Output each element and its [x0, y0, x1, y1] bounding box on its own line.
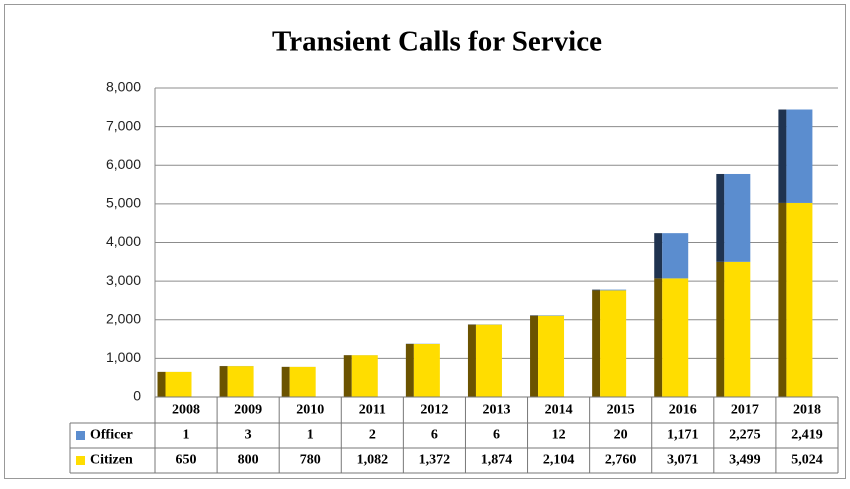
y-tick-label: 1,000 [106, 349, 141, 365]
bar [227, 366, 254, 397]
table-value: 2,275 [729, 428, 761, 443]
x-tick-label: 2013 [483, 403, 511, 418]
bar-side [467, 324, 476, 397]
x-tick-label: 2010 [296, 403, 324, 418]
table-value: 2,760 [605, 453, 637, 468]
bar-side [654, 233, 663, 279]
table-value: 20 [614, 428, 628, 443]
bar [289, 366, 316, 397]
table-value: 800 [238, 453, 259, 468]
table-value: 780 [300, 453, 321, 468]
x-tick-label: 2008 [172, 403, 200, 418]
legend-label: Citizen [90, 453, 133, 468]
bar-side [281, 366, 290, 397]
bar-side [592, 289, 601, 291]
y-tick-label: 8,000 [106, 79, 141, 95]
bar [600, 289, 627, 291]
table-value: 3,499 [729, 453, 761, 468]
bar-side [654, 278, 663, 397]
x-tick-label: 2014 [545, 403, 573, 418]
bar [662, 278, 689, 397]
y-tick-label: 3,000 [106, 272, 141, 288]
y-tick-label: 6,000 [106, 156, 141, 172]
bar [786, 202, 813, 397]
x-tick-label: 2012 [420, 403, 448, 418]
bar-side [157, 371, 166, 397]
table-value: 12 [552, 428, 566, 443]
y-tick-label: 2,000 [106, 310, 141, 326]
bar [724, 173, 751, 262]
table-value: 1 [307, 428, 314, 443]
x-tick-label: 2009 [234, 403, 262, 418]
bar [600, 290, 627, 397]
table-value: 2,104 [543, 453, 575, 468]
bar [351, 355, 378, 397]
bar [413, 344, 440, 397]
table-value: 6 [431, 428, 438, 443]
table-value: 1,372 [419, 453, 451, 468]
x-tick-label: 2018 [793, 403, 821, 418]
x-tick-label: 2015 [607, 403, 635, 418]
x-tick-label: 2011 [359, 403, 386, 418]
table-value: 1,082 [357, 453, 389, 468]
table-value: 2,419 [791, 428, 823, 443]
y-tick-label: 5,000 [106, 195, 141, 211]
table-value: 650 [176, 453, 197, 468]
bar-side [343, 355, 352, 397]
y-tick-label: 0 [133, 388, 141, 404]
bar [475, 324, 502, 397]
legend-swatch [76, 431, 85, 440]
x-tick-label: 2017 [731, 403, 759, 418]
bar-side [405, 344, 414, 397]
table-value: 3 [245, 428, 252, 443]
bar-side [530, 315, 539, 397]
y-tick-label: 7,000 [106, 117, 141, 133]
table-value: 3,071 [667, 453, 699, 468]
bar-side [778, 202, 787, 397]
bar [165, 371, 192, 397]
legend-swatch [76, 456, 85, 465]
bar-side [716, 173, 725, 262]
table-value: 1,171 [667, 428, 699, 443]
bar-side [716, 261, 725, 397]
legend-label: Officer [90, 428, 133, 443]
bar-side [592, 290, 601, 397]
bar [662, 233, 689, 279]
table-value: 1,874 [481, 453, 513, 468]
x-tick-label: 2016 [669, 403, 697, 418]
table-value: 2 [369, 428, 376, 443]
table-value: 5,024 [791, 453, 823, 468]
bar [538, 315, 565, 397]
bar [724, 261, 751, 397]
chart-border [4, 4, 846, 479]
bar [786, 109, 813, 203]
bar-side [219, 366, 228, 397]
table-value: 6 [493, 428, 500, 443]
chart-title: Transient Calls for Service [272, 26, 602, 58]
y-tick-label: 4,000 [106, 233, 141, 249]
bar-side [778, 109, 787, 203]
table-value: 1 [183, 428, 190, 443]
